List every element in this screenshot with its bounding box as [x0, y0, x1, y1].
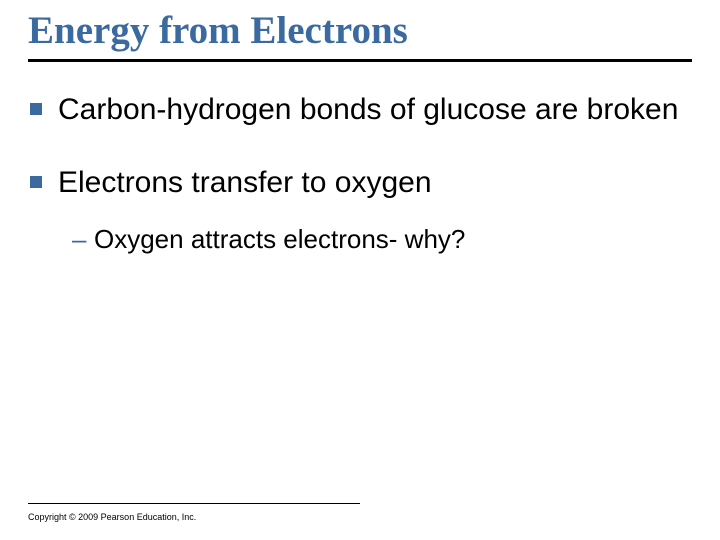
bullet-text: Electrons transfer to oxygen [58, 166, 432, 199]
bullet-list: Carbon-hydrogen bonds of glucose are bro… [28, 92, 692, 256]
footer-rule [28, 503, 360, 504]
bullet-item: Carbon-hydrogen bonds of glucose are bro… [28, 92, 692, 129]
sub-bullet-item: Oxygen attracts electrons- why? [72, 223, 692, 256]
slide: Energy from Electrons Carbon-hydrogen bo… [0, 0, 720, 540]
bullet-item: Electrons transfer to oxygen Oxygen attr… [28, 165, 692, 256]
bullet-text: Carbon-hydrogen bonds of glucose are bro… [58, 93, 678, 126]
slide-title: Energy from Electrons [28, 8, 692, 53]
copyright-text: Copyright © 2009 Pearson Education, Inc. [28, 512, 196, 522]
title-rule [28, 59, 692, 62]
sub-bullet-list: Oxygen attracts electrons- why? [58, 223, 692, 256]
sub-bullet-text: Oxygen attracts electrons- why? [94, 224, 465, 254]
